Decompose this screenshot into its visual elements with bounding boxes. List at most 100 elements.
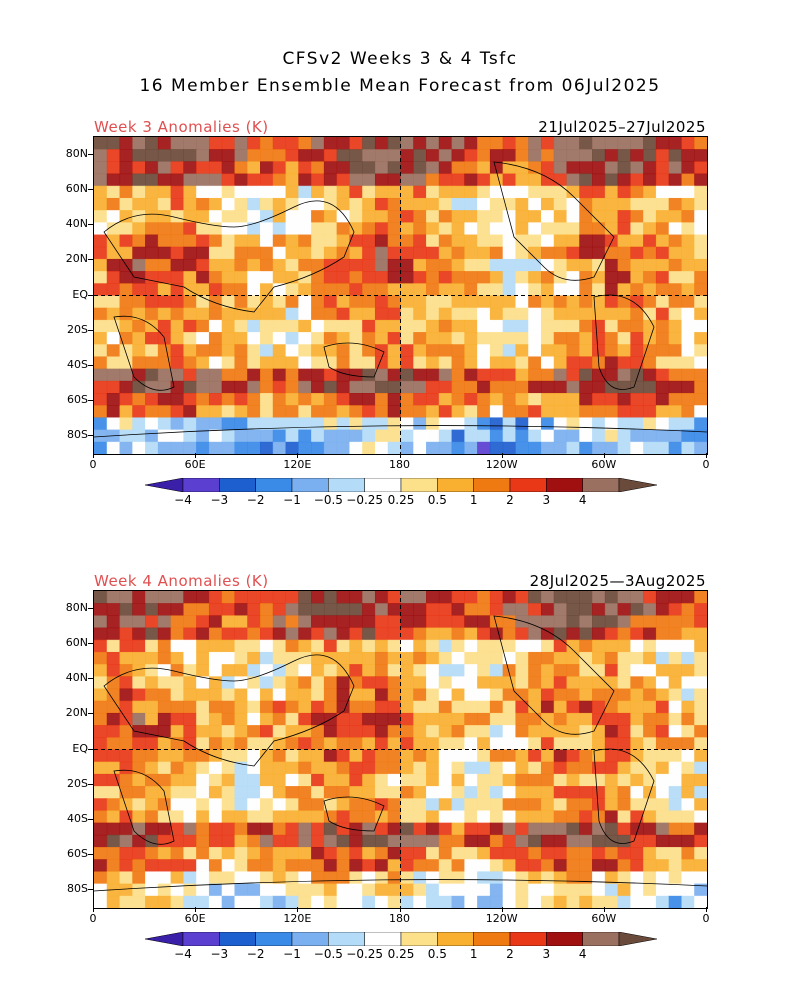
lon-tick-label: 120W [485,458,518,471]
lon-tick-label: 120E [283,458,312,471]
colorbar-label: −0.5 [313,947,343,961]
lon-tick [195,907,197,912]
lon-tick [501,453,503,458]
anomaly-field [94,137,707,454]
lon-tick [501,907,503,912]
lon-tick [195,453,197,458]
coastlines [94,161,707,438]
colorbar-label: −3 [210,493,229,507]
colorbar-label: −1 [283,947,301,961]
lat-tick [88,678,93,680]
colorbar-label: −3 [210,947,229,961]
colorbar-segment [364,932,402,946]
lat-tick-label: 80N [65,600,88,614]
colorbar-segment [437,932,474,946]
anomaly-field [94,591,707,908]
coastlines [94,615,707,892]
lon-tick [93,453,94,458]
lon-tick-label: 60W [591,912,617,925]
lat-tick [88,748,93,750]
colorbar-label: −0.25 [346,493,384,507]
panel-left-label: Week 4 Anomalies (K) [94,572,269,590]
lat-tick [88,153,93,155]
lat-tick-label: 60N [65,181,88,195]
lat-tick-label: 40S [67,811,88,825]
colorbar-label: 0.5 [427,493,447,507]
lat-tick-label: 40N [65,671,88,685]
lon-tick [93,907,94,912]
colorbar-label: 0.25 [387,947,415,961]
colorbar-segment [473,932,511,946]
colorbar-segment [618,478,657,492]
colorbar-segment [509,932,547,946]
lat-tick-label: 80S [67,428,88,442]
colorbar-segment [145,932,184,946]
colorbar-label: −0.25 [346,947,384,961]
colorbar-segment [546,932,583,946]
colorbar-segment [291,932,329,946]
lon-tick [706,907,707,912]
colorbar-segment [255,932,293,946]
lat-tick-label: 60S [67,847,88,861]
lon-tick-label: 180 [389,912,410,925]
week3-panel: Week 3 Anomalies (K) 21Jul2025–27Jul2025… [65,118,710,507]
colorbar-label: 2 [506,947,514,961]
lat-tick-label: 20N [65,252,88,266]
colorbar-label: −4 [174,947,192,961]
panel-date-range: 21Jul2025–27Jul2025 [538,118,706,136]
colorbar-label: 1 [469,493,478,507]
colorbar-label: 4 [578,947,587,961]
lat-tick [88,188,93,190]
colorbar-label: 3 [542,947,551,961]
lat-tick-label: 80N [65,146,88,160]
lon-tick-label: 60E [184,458,206,471]
lat-tick [88,607,93,609]
lon-tick [399,453,401,458]
lon-tick-label: 60W [591,458,617,471]
lat-tick [88,713,93,715]
lat-tick-label: EQ [72,741,88,755]
colorbar [145,478,657,492]
lon-tick-label: 0 [89,912,97,925]
lat-tick [88,854,93,856]
lat-tick-label: EQ [72,287,88,301]
colorbar-label: −2 [246,947,265,961]
lat-tick-label: 20N [65,706,88,720]
colorbar-segment [182,932,220,946]
colorbar [145,932,657,946]
lat-tick [88,294,93,296]
lat-tick [88,435,93,437]
lat-tick-label: 60S [67,393,88,407]
lat-tick [88,889,93,891]
lon-tick-label: 0 [89,458,97,471]
lat-tick [88,783,93,785]
lon-tick [297,907,299,912]
lon-tick [297,453,299,458]
lat-tick [88,364,93,366]
colorbar-label: −2 [246,493,265,507]
panel-left-label: Week 3 Anomalies (K) [94,118,269,136]
colorbar-segment [219,932,256,946]
anomaly-map [93,136,708,455]
lat-tick [88,642,93,644]
lat-tick-label: 40N [65,217,88,231]
week4-panel: Week 4 Anomalies (K) 28Jul2025—3Aug2025 … [0,454,800,961]
colorbar-segment [328,932,365,946]
lon-tick [603,907,605,912]
lat-tick [88,224,93,226]
lat-tick-label: 80S [67,882,88,896]
lat-tick-label: 20S [67,776,88,790]
colorbar-segment [400,932,438,946]
lon-tick-label: 0 [702,912,710,925]
lon-tick [399,907,401,912]
figure-subtitle: 16 Member Ensemble Mean Forecast from 06… [139,76,661,96]
lat-tick-label: 60N [65,635,88,649]
lat-tick [88,400,93,402]
colorbar-label: −4 [174,493,192,507]
colorbar-label: 0.5 [427,947,447,961]
lon-tick [706,453,707,458]
lat-tick-label: 20S [67,322,88,336]
colorbar-segment [618,932,657,946]
colorbar-label: 2 [506,493,514,507]
figure-title: CFSv2 Weeks 3 & 4 Tsfc [282,49,518,69]
